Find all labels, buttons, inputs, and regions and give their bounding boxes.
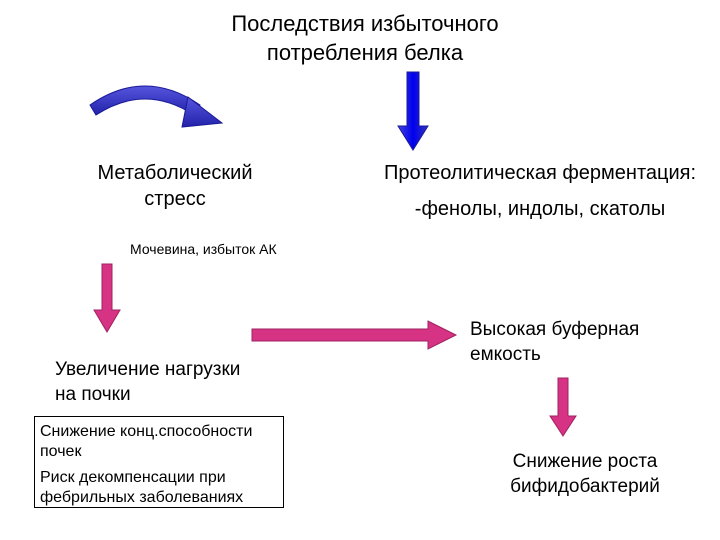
buffer-line2: емкость xyxy=(470,344,541,365)
bifido-line2: бифидобактерий xyxy=(510,476,660,497)
title: Последствия избыточного потребления белк… xyxy=(210,10,520,67)
proteolytic-line1: Протеолитическая ферментация: xyxy=(384,162,696,184)
kidney-load-line1: Увеличение нагрузки xyxy=(55,359,240,380)
magenta-horizontal-arrow-icon xyxy=(250,318,460,352)
curved-arrow-icon xyxy=(70,75,230,153)
kidney-risk-line1: Снижение конц.способности xyxy=(40,423,252,440)
title-line2: потребления белка xyxy=(267,40,463,65)
kidney-risk-line3: Риск декомпенсации при xyxy=(40,469,226,486)
metabolic-stress-label: Метаболический стресс xyxy=(65,160,285,212)
metabolic-line1: Метаболический xyxy=(97,162,252,184)
blue-down-arrow-icon xyxy=(396,70,430,152)
proteolytic-line2: фенолы, индолы, скатолы xyxy=(421,198,665,220)
proteolytic-label: Протеолитическая ферментация: -фенолы, и… xyxy=(370,160,710,222)
bifido-line1: Снижение роста xyxy=(513,451,658,472)
kidney-risk-line4: фебрильных заболеваниях xyxy=(40,489,243,506)
kidney-risk-label: Снижение конц.способности почек Риск дек… xyxy=(40,422,280,508)
buffer-line1: Высокая буферная xyxy=(470,319,639,340)
kidney-load-line2: на почки xyxy=(55,384,131,405)
urea-label: Мочевина, избыток АК xyxy=(130,240,330,258)
bifido-label: Снижение роста бифидобактерий xyxy=(480,450,690,499)
kidney-risk-line2: почек xyxy=(40,443,81,460)
title-line1: Последствия избыточного xyxy=(231,11,498,36)
kidney-load-label: Увеличение нагрузки на почки xyxy=(55,358,295,407)
magenta-down-arrow-left-icon xyxy=(92,262,122,334)
magenta-down-arrow-right-icon xyxy=(548,376,578,438)
buffer-label: Высокая буферная емкость xyxy=(470,318,680,367)
metabolic-line2: стресс xyxy=(144,188,205,210)
